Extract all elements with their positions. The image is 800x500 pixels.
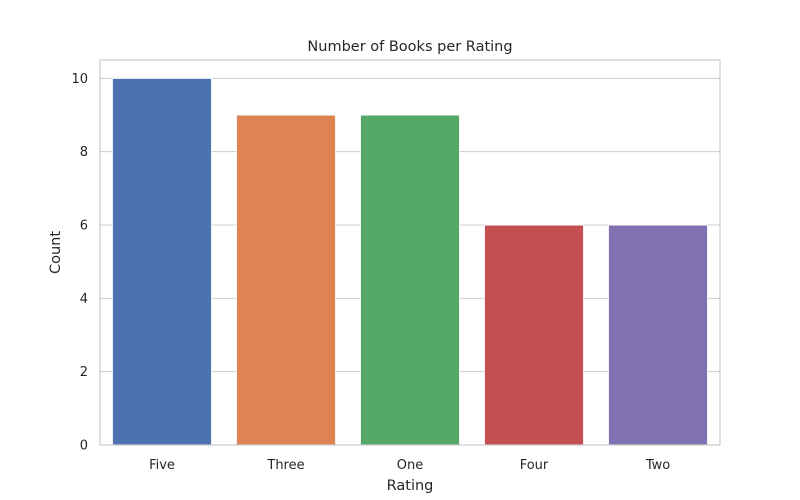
y-tick-label: 0 (80, 439, 88, 454)
y-tick-label: 8 (80, 145, 88, 160)
x-axis-label: Rating (387, 478, 434, 494)
x-tick-label: Four (520, 458, 549, 473)
y-tick-label: 2 (80, 365, 88, 380)
bars (111, 77, 709, 446)
y-tick-label: 6 (80, 219, 88, 234)
y-axis-label: Count (48, 231, 64, 274)
x-tick-label: Three (266, 458, 304, 473)
x-axis-ticks: Five Three One Four Two (149, 458, 670, 473)
plot-frame (99, 59, 721, 446)
y-axis-ticks: 0 2 4 6 8 10 (71, 72, 88, 454)
y-tick-label: 4 (80, 292, 88, 307)
bar-two (607, 224, 709, 446)
chart-title: Number of Books per Rating (307, 39, 512, 55)
bar-one (359, 114, 461, 446)
bar-three (235, 114, 337, 446)
x-tick-label: One (397, 458, 423, 473)
y-tick-label: 10 (71, 72, 88, 87)
x-tick-label: Two (645, 458, 670, 473)
bar-four (483, 224, 585, 446)
bar-five (111, 77, 213, 446)
x-tick-label: Five (149, 458, 175, 473)
